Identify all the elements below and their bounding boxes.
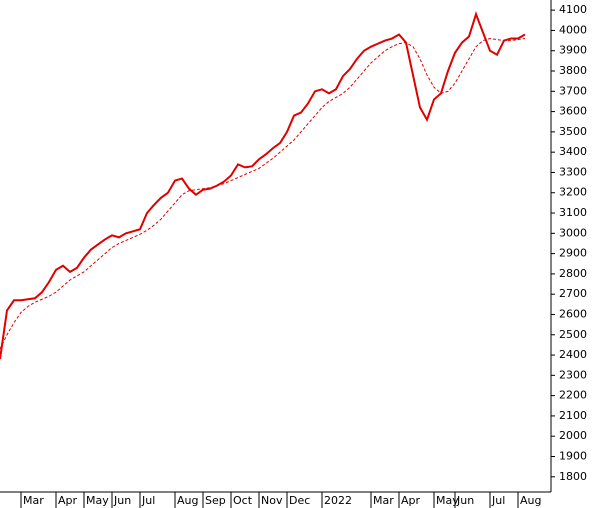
x-tick-label: Mar — [23, 494, 44, 507]
y-tick-label: 2000 — [559, 429, 587, 442]
y-tick-label: 2800 — [559, 267, 587, 280]
y-tick-label: 3200 — [559, 186, 587, 199]
y-tick-label: 2700 — [559, 287, 587, 300]
y-tick-label: 2900 — [559, 247, 587, 260]
y-tick-label: 3100 — [559, 206, 587, 219]
x-tick-label: Jul — [491, 494, 505, 507]
y-tick-label: 3900 — [559, 44, 587, 57]
x-tick-label: May — [436, 494, 459, 507]
x-tick-label: Apr — [58, 494, 78, 507]
y-tick-label: 2300 — [559, 368, 587, 381]
x-tick-label: Jun — [113, 494, 131, 507]
moving-average-line — [0, 38, 526, 350]
y-tick-label: 3800 — [559, 64, 587, 77]
y-tick-label: 2500 — [559, 328, 587, 341]
y-tick-label: 1800 — [559, 470, 587, 483]
x-tick-label: May — [86, 494, 109, 507]
x-tick-label: Dec — [289, 494, 310, 507]
price-line — [0, 11, 526, 360]
y-tick-label: 3700 — [559, 84, 587, 97]
y-tick-label: 2200 — [559, 389, 587, 402]
y-tick-label: 2100 — [559, 409, 587, 422]
y-tick-label: 2600 — [559, 307, 587, 320]
x-tick-label: Nov — [261, 494, 283, 507]
y-tick-label: 3500 — [559, 125, 587, 138]
y-tick-label: 2400 — [559, 348, 587, 361]
x-tick-label: Aug — [177, 494, 198, 507]
y-tick-label: 3400 — [559, 145, 587, 158]
x-tick-label: Oct — [233, 494, 253, 507]
x-tick-label: Apr — [401, 494, 421, 507]
x-tick-label: Sep — [205, 494, 226, 507]
x-tick-label: 2022 — [324, 494, 352, 507]
y-tick-label: 1900 — [559, 449, 587, 462]
x-tick-label: Jun — [456, 494, 474, 507]
y-tick-label: 4000 — [559, 23, 587, 36]
x-tick-label: Aug — [520, 494, 541, 507]
x-tick-label: Jul — [141, 494, 155, 507]
y-tick-label: 3600 — [559, 105, 587, 118]
y-tick-label: 3300 — [559, 165, 587, 178]
y-tick-label: 4100 — [559, 3, 587, 16]
x-tick-label: Mar — [373, 494, 394, 507]
y-tick-label: 3000 — [559, 226, 587, 239]
